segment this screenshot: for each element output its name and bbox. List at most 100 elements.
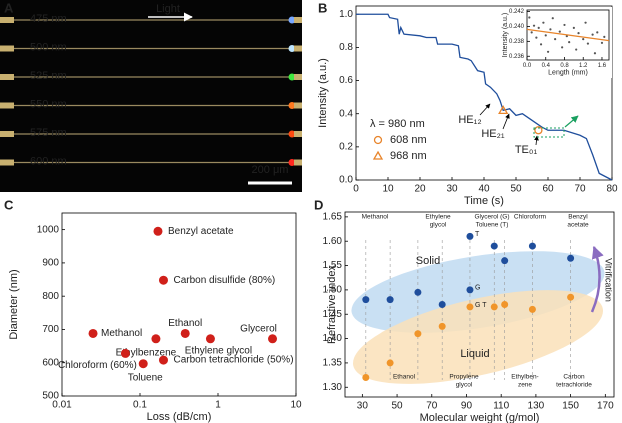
inset-point [568, 40, 571, 44]
legend-label: 608 nm [390, 134, 427, 146]
y-tick-label: 1.55 [323, 260, 343, 271]
annotation-arrow [479, 103, 491, 116]
compound-label: Toluene (T) [476, 222, 509, 229]
x-tick-label: 30 [357, 401, 369, 412]
compound-label: Ethylene [425, 214, 451, 221]
inset-point [544, 34, 547, 37]
inset-point [546, 50, 550, 53]
wavelength-label: 475 nm [30, 13, 67, 25]
annotation: Vitrification [604, 258, 614, 302]
x-tick-label: 1 [215, 400, 221, 411]
wavelength-label: 525 nm [30, 70, 67, 82]
x-tick-label: 0.8 [560, 63, 569, 69]
inset-point [551, 17, 554, 20]
y-tick-label: 0.240 [509, 24, 525, 30]
data-point [386, 359, 394, 367]
data-point [180, 328, 190, 338]
y-tick-label: 0.236 [509, 54, 525, 60]
point-label: Chloroform (60%) [58, 360, 137, 371]
data-point [466, 286, 474, 294]
x-tick-label: 50 [510, 184, 522, 195]
inset-point [603, 35, 606, 38]
fiber-holder [294, 74, 302, 80]
marker [498, 105, 509, 115]
inset-point [565, 35, 568, 38]
liquid-region [352, 290, 604, 384]
y-tick-label: 1.30 [323, 382, 343, 393]
panel-label: C [4, 197, 14, 212]
point-label: Benzyl acetate [168, 226, 234, 237]
data-point [414, 288, 422, 296]
panel-label: B [318, 0, 327, 15]
y-tick-label: 0.6 [339, 75, 353, 86]
inset-point [572, 26, 575, 30]
data-point [501, 301, 509, 308]
inset-arrow [564, 115, 579, 128]
data-point [153, 226, 163, 236]
inset-point [554, 38, 557, 41]
y-tick-label: 800 [42, 291, 59, 302]
vitrification-arrow [590, 245, 604, 313]
x-tick-label: 1.6 [598, 63, 607, 69]
compound-label: zene [518, 382, 532, 389]
fiber-holder [294, 159, 302, 166]
fiber-holder [0, 45, 14, 52]
y-tick-label: 0.0 [339, 175, 353, 186]
fiber-holder [0, 102, 14, 109]
inset-point [593, 52, 597, 55]
data-point [151, 334, 161, 344]
inset-point [537, 26, 540, 30]
data-point [466, 232, 474, 240]
data-point [386, 296, 394, 304]
fit-line [526, 28, 610, 42]
point-label: G T [475, 302, 487, 309]
x-axis-label: Loss (dB/cm) [147, 411, 212, 423]
x-tick-label: 130 [528, 401, 545, 412]
inset-point [530, 31, 533, 34]
x-tick-label: 70 [426, 401, 438, 412]
y-tick-label: 1.40 [323, 333, 343, 344]
fiber-holder [294, 17, 302, 23]
fiber-glow [288, 73, 296, 81]
fiber-glow [288, 130, 296, 138]
data-point [88, 328, 98, 338]
wavelength-label: 575 nm [30, 127, 67, 139]
x-tick-label: 110 [493, 401, 509, 412]
y-tick-label: 0.2 [339, 141, 353, 152]
y-tick-label: 1.50 [323, 285, 343, 296]
x-tick-label: 80 [606, 184, 618, 195]
annotation-arrow [534, 135, 539, 146]
y-tick-label: 500 [42, 391, 59, 402]
x-tick-label: 90 [461, 401, 473, 412]
fiber-holder [0, 17, 14, 23]
data-point [528, 305, 536, 313]
data-point [438, 301, 446, 308]
x-tick-label: 20 [414, 184, 426, 195]
y-axis-label: Refractive index [326, 265, 338, 344]
inset-point [563, 23, 566, 27]
inset-point [528, 16, 531, 19]
compound-label: Carbon [563, 374, 585, 381]
compound-label: acetate [567, 222, 589, 229]
point-label: Carbon tetrachloride (50%) [173, 355, 293, 366]
compound-label: Methanol [362, 214, 389, 221]
inset-point [586, 42, 590, 45]
compound-label: Propylene [449, 374, 479, 381]
y-tick-label: 1.60 [323, 236, 343, 247]
fiber-holder [294, 131, 302, 137]
data-point [438, 322, 446, 330]
panel-label: D [314, 197, 323, 212]
inset-point [575, 48, 578, 51]
micrograph [0, 0, 302, 192]
marker [534, 126, 543, 135]
x-tick-label: 10 [290, 400, 302, 411]
x-tick-label: 30 [446, 184, 458, 195]
data-point [205, 334, 215, 344]
data-point [466, 303, 474, 311]
x-axis-label: Length (mm) [548, 69, 588, 76]
x-tick-label: 150 [562, 401, 579, 412]
annotation: HE₁₂ [458, 114, 481, 126]
series-label: Solid [416, 255, 440, 267]
compound-label: Ethylben- [511, 374, 538, 381]
fiber-holder [0, 131, 14, 137]
